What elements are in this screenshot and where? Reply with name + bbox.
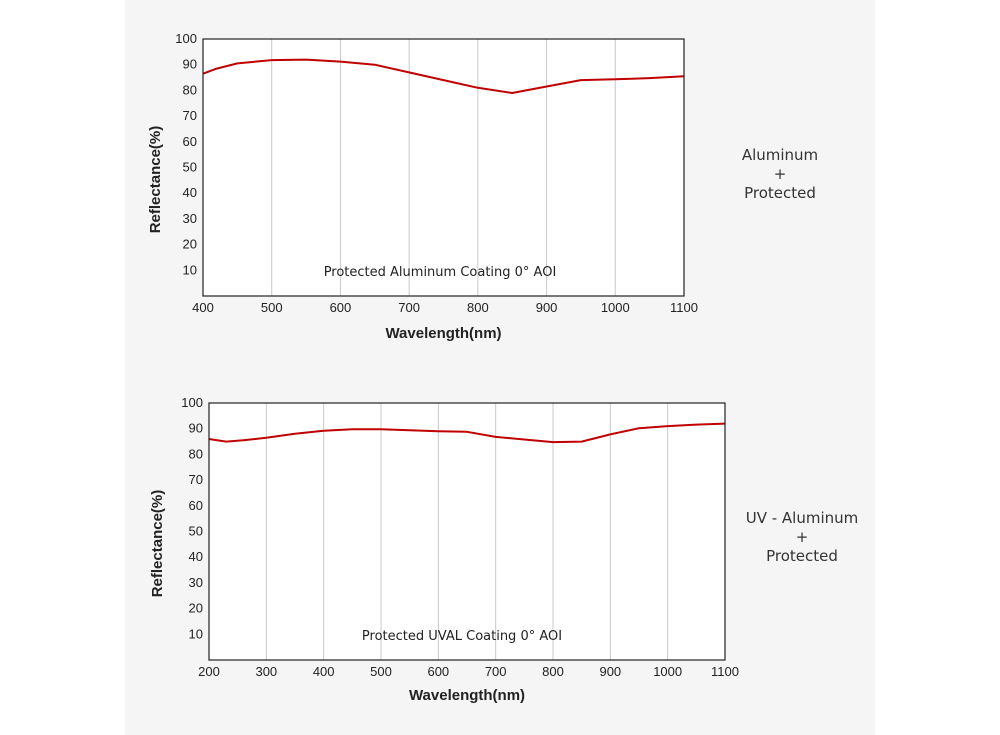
y-tick-label: 60 <box>183 134 197 149</box>
x-tick-label: 400 <box>192 300 214 315</box>
x-tick-label: 1000 <box>601 300 630 315</box>
y-tick-label: 40 <box>183 185 197 200</box>
chart-1: Protected Aluminum Coating 0° AOI 10 20 30 4… <box>147 31 698 342</box>
coating-label-line: + <box>795 528 809 546</box>
x-tick-label: 300 <box>255 664 277 679</box>
y-tick-label: 100 <box>181 395 203 410</box>
y-tick-label: 80 <box>189 446 203 461</box>
chart-annotation: Protected UVAL Coating 0° AOI <box>362 629 562 644</box>
y-tick-label: 30 <box>189 575 203 590</box>
coating-label-line: Protected <box>766 547 838 565</box>
x-tick-label: 900 <box>599 664 621 679</box>
x-tick-label: 500 <box>370 664 392 679</box>
x-tick-label: 800 <box>542 664 564 679</box>
coating-label-line: + <box>773 165 787 183</box>
y-tick-label: 10 <box>183 262 197 277</box>
y-tick-label: 60 <box>189 498 203 513</box>
coating-label-aluminum: Aluminum + Protected <box>700 146 860 203</box>
coating-label-line: UV - Aluminum <box>745 509 859 527</box>
reflectance-curve <box>208 422 726 444</box>
coating-label-uv-aluminum: UV - Aluminum + Protected <box>722 509 882 566</box>
x-tick-label: 600 <box>427 664 449 679</box>
chart-2: Protected UVAL Coating 0° AOI 10 20 30 40 50 6… <box>149 395 739 704</box>
y-tick-label: 40 <box>189 549 203 564</box>
plot-area <box>209 403 725 660</box>
x-tick-label: 1100 <box>670 300 698 315</box>
reflectance-curve <box>202 58 685 94</box>
y-tick-label: 90 <box>189 421 203 436</box>
y-tick-label: 30 <box>183 211 197 226</box>
x-tick-label: 1000 <box>653 664 682 679</box>
plot-frame <box>208 402 726 661</box>
chart-annotation: Protected Aluminum Coating 0° AOI <box>324 265 557 280</box>
coating-label-line: Protected <box>744 184 816 202</box>
y-tick-label: 70 <box>183 108 197 123</box>
x-tick-label: 500 <box>261 300 283 315</box>
x-tick-label: 200 <box>198 664 220 679</box>
y-tick-label: 20 <box>189 601 203 616</box>
y-axis-label: Reflectance(%) <box>147 126 164 234</box>
y-tick-label: 50 <box>189 524 203 539</box>
x-axis-label: Wavelength(nm) <box>385 325 501 342</box>
coating-label-line: Aluminum <box>741 146 819 164</box>
y-tick-label: 10 <box>189 626 203 641</box>
y-tick-label: 70 <box>189 472 203 487</box>
y-tick-label: 20 <box>183 237 197 252</box>
x-tick-label: 400 <box>313 664 335 679</box>
y-axis-label: Reflectance(%) <box>149 490 166 598</box>
y-tick-label: 100 <box>175 31 197 46</box>
y-tick-label: 90 <box>183 57 197 72</box>
y-tick-label: 50 <box>183 160 197 175</box>
y-tick-label: 80 <box>183 82 197 97</box>
plot-frame <box>202 38 685 297</box>
x-tick-label: 900 <box>536 300 558 315</box>
plot-area <box>203 39 684 296</box>
x-tick-label: 800 <box>467 300 489 315</box>
x-tick-label: 1100 <box>711 664 739 679</box>
x-tick-label: 700 <box>398 300 420 315</box>
x-axis-label: Wavelength(nm) <box>409 687 525 704</box>
x-tick-label: 600 <box>330 300 352 315</box>
x-tick-label: 700 <box>485 664 507 679</box>
